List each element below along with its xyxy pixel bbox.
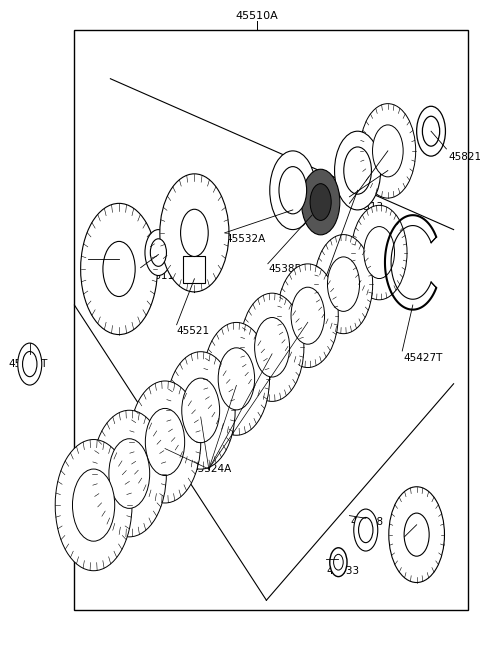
Ellipse shape [145,409,185,476]
Text: 45385B: 45385B [269,264,309,274]
Ellipse shape [389,487,444,583]
Ellipse shape [180,209,208,256]
Ellipse shape [145,230,172,276]
Ellipse shape [72,469,115,541]
Ellipse shape [344,147,372,194]
Ellipse shape [254,318,289,377]
Ellipse shape [334,554,343,570]
Ellipse shape [109,439,150,508]
Text: 45541B: 45541B [406,539,446,550]
Ellipse shape [364,226,395,279]
Ellipse shape [301,169,340,235]
Ellipse shape [204,322,270,436]
Ellipse shape [277,264,338,367]
Text: 45611: 45611 [142,270,175,281]
Ellipse shape [330,548,347,577]
Text: 45514: 45514 [88,260,121,271]
Ellipse shape [92,410,167,537]
Ellipse shape [218,348,254,410]
Ellipse shape [23,352,37,377]
Text: 45798: 45798 [350,516,384,527]
Ellipse shape [310,184,331,220]
Ellipse shape [279,167,307,214]
Ellipse shape [404,513,429,556]
Text: 45821: 45821 [449,152,480,163]
Text: 45510A: 45510A [235,11,278,22]
Text: 45433: 45433 [326,565,360,576]
Ellipse shape [291,287,324,344]
Ellipse shape [18,343,42,385]
Text: 45522A: 45522A [326,277,367,287]
Ellipse shape [327,257,360,312]
Ellipse shape [417,106,445,156]
Ellipse shape [422,116,440,146]
Ellipse shape [81,203,157,335]
Ellipse shape [103,241,135,297]
Ellipse shape [360,104,416,198]
Ellipse shape [55,440,132,571]
Bar [183,256,205,283]
Ellipse shape [182,378,220,443]
Text: 45513: 45513 [350,201,384,212]
Text: 45524A: 45524A [191,464,231,474]
Ellipse shape [270,151,316,230]
Text: 45544T: 45544T [9,359,48,369]
Ellipse shape [314,235,372,334]
Ellipse shape [166,352,235,469]
Text: 45532A: 45532A [226,234,266,245]
Ellipse shape [354,509,378,551]
Ellipse shape [240,293,304,401]
Ellipse shape [359,518,373,543]
Bar [74,30,468,610]
Ellipse shape [129,381,201,503]
Ellipse shape [160,174,229,292]
Ellipse shape [150,239,167,266]
Ellipse shape [335,131,381,210]
Text: 45521: 45521 [177,326,210,337]
Ellipse shape [372,125,403,177]
Text: 45427T: 45427T [403,352,443,363]
Ellipse shape [351,205,407,300]
